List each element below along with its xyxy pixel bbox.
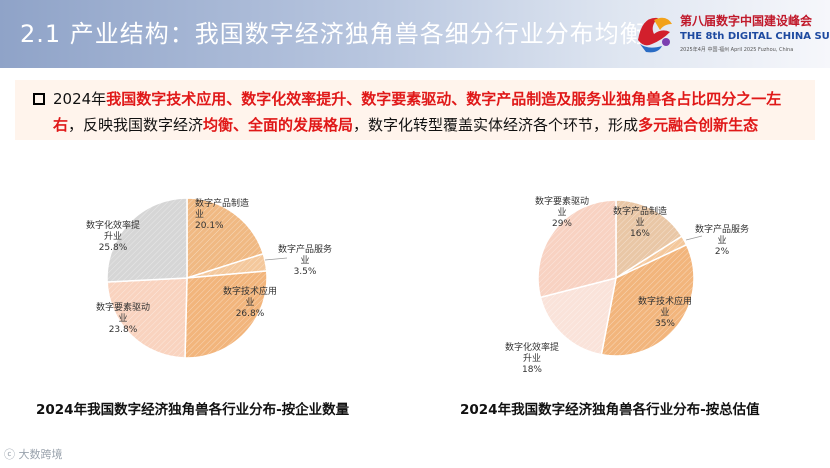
page-title: 2.1 产业结构：我国数字经济独角兽各细分行业分布均衡 (20, 20, 645, 48)
pie-chart-by-count: 数字产品制造业 20.1% 数字产品服务业 3.5%数字技术应用业 26.8% 数字要素驱… (86, 197, 332, 359)
pie-slice-label: 数字技术应用业 26.8% (223, 285, 277, 319)
pie-slice-label: 数字产品制造业 20.1% (195, 197, 249, 231)
pie-slice-texture (540, 278, 616, 355)
pie-slice-label: 数字要素驱动业 23.8% (96, 301, 150, 335)
header-banner: 2.1 产业结构：我国数字经济独角兽各细分行业分布均衡 第八届数字中国建设峰会 … (0, 0, 830, 68)
pie-slice-texture (187, 253, 267, 278)
chart-title-by-valuation: 2024年我国数字经济独角兽各行业分布-按总估值 (460, 402, 760, 418)
pie-slice-label: 数字要素驱动业 29% (535, 195, 589, 229)
summit-logo-text: 第八届数字中国建设峰会 THE 8th DIGITAL CHINA SUMMIT… (680, 12, 830, 53)
pie-slice-label: 数字化效率提升业 18% (505, 341, 559, 375)
footer-brand: ⓒ 大数跨境 (4, 446, 63, 462)
pie-chart-by-valuation: 数字产品制造业 16% 数字产品服务业 2% 数字技术应用业 35% 数字化效率提升业 18%… (505, 195, 749, 375)
summary-highlight: 多元融合创新生态 (638, 116, 759, 134)
pie-slice-texture (187, 198, 264, 278)
summit-date: 2025年4月 中国·福州 April 2025 Fuzhou, China (680, 47, 794, 53)
footer-brand-name: 大数跨境 (18, 448, 63, 461)
digital-china-summit-logo-icon (638, 17, 672, 53)
pie-slice-label: 数字产品服务业 2% (695, 223, 749, 257)
pie-slice-label: 数字产品制造业 16% (613, 205, 667, 239)
pie-slice-texture (616, 236, 687, 278)
pie-slice-texture (601, 244, 694, 356)
summary-segment: ，数字化转型覆盖实体经济各个环节，形成 (353, 116, 639, 134)
summary-highlight: 均衡、全面的发展格局 (203, 116, 354, 134)
pie-slice-texture (184, 270, 267, 358)
pie-slice-label: 数字化效率提升业 25.8% (86, 219, 140, 253)
pie-slice-label: 数字技术应用业 35% (638, 295, 692, 329)
pie-slice-texture (538, 200, 616, 298)
pie-slice-texture (107, 278, 187, 358)
chart-title-by-count: 2024年我国数字经济独角兽各行业分布-按企业数量 (36, 402, 350, 418)
summary-segment: ，反映我国数字经济 (68, 116, 204, 134)
summary-text: 2024年我国数字技术应用、数字化效率提升、数字要素驱动、数字产品制造及服务业独… (53, 86, 805, 138)
pie-slice-texture (107, 198, 187, 283)
pie-slice-label: 数字产品服务业 3.5% (278, 243, 332, 277)
summit-name-en: THE 8th DIGITAL CHINA SUMMIT (680, 31, 830, 42)
summary-segment: 2024年 (53, 90, 107, 108)
summary-highlight: 我国数字技术应用、数字化效率提升、数字要素驱动、数字产品制造及服务业独角兽各占比… (53, 90, 782, 134)
summary-box: 2024年我国数字技术应用、数字化效率提升、数字要素驱动、数字产品制造及服务业独… (15, 80, 815, 140)
summit-name-cn: 第八届数字中国建设峰会 (680, 14, 813, 28)
brand-logo-icon: ⓒ (4, 448, 15, 461)
label-leader-line (685, 235, 703, 241)
label-leader-line (264, 257, 288, 261)
square-bullet-icon (33, 93, 45, 105)
pie-slice-texture (616, 200, 682, 278)
